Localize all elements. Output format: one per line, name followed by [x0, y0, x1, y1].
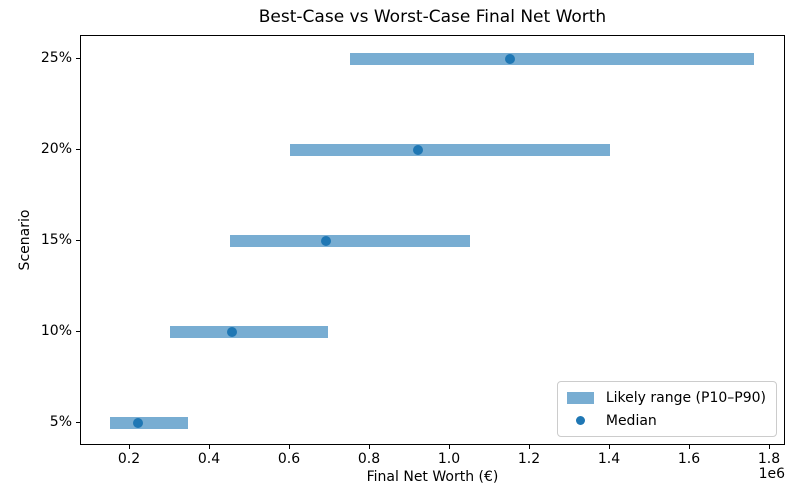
y-tick-mark: [76, 240, 80, 241]
x-tick-label: 1.8: [757, 451, 781, 467]
median-dot: [505, 53, 515, 64]
x-tick-label: 1.2: [517, 451, 541, 467]
x-tick-mark: [209, 445, 210, 449]
x-tick-label: 0.6: [277, 451, 301, 467]
median-dot: [413, 144, 423, 155]
x-tick-label: 1.4: [597, 451, 621, 467]
median-dot-swatch-icon: [575, 416, 585, 425]
y-tick-label: 25%: [40, 49, 72, 66]
range-bar: [350, 52, 754, 65]
range-bar: [230, 235, 470, 247]
median-dot: [133, 418, 143, 429]
x-tick-mark: [449, 445, 450, 449]
y-tick-label: 5%: [49, 414, 72, 431]
x-tick-mark: [529, 445, 530, 449]
range-bar: [110, 417, 188, 430]
range-bar: [290, 143, 610, 156]
plot-area: Likely range (P10–P90) Median: [80, 35, 785, 445]
x-tick-label: 0.2: [117, 451, 141, 467]
x-tick-label: 0.4: [197, 451, 221, 467]
range-bar-swatch-icon: [566, 391, 594, 404]
legend-label-range: Likely range (P10–P90): [605, 389, 766, 406]
x-tick-mark: [609, 445, 610, 449]
chart-title: Best-Case vs Worst-Case Final Net Worth: [258, 7, 607, 27]
y-axis-title: Scenario: [17, 209, 33, 271]
median-dot: [227, 327, 237, 338]
legend-item-median: Median: [567, 411, 766, 430]
median-dot-swatch-wrap: [567, 416, 594, 425]
x-tick-label: 1.0: [437, 451, 461, 467]
x-tick-label: 1.6: [677, 451, 701, 467]
median-dot: [321, 236, 331, 246]
x-tick-label: 0.8: [357, 451, 381, 467]
x-tick-mark: [129, 445, 130, 449]
x-axis-title: Final Net Worth (€): [366, 469, 499, 485]
y-tick-mark: [76, 422, 80, 424]
y-tick-mark: [76, 148, 80, 150]
y-tick-label: 15%: [40, 232, 72, 248]
y-tick-mark: [76, 331, 80, 333]
legend-item-range: Likely range (P10–P90): [566, 388, 766, 407]
range-bar: [170, 326, 328, 339]
x-tick-mark: [369, 445, 370, 449]
legend-label-median: Median: [605, 412, 657, 429]
x-tick-mark: [769, 445, 770, 449]
y-tick-label: 10%: [40, 323, 72, 340]
x-axis-offset-label: 1e6: [758, 466, 785, 482]
legend: Likely range (P10–P90) Median: [556, 381, 777, 437]
x-tick-mark: [289, 445, 290, 449]
y-tick-label: 20%: [40, 140, 72, 157]
x-tick-mark: [689, 445, 690, 449]
y-tick-mark: [76, 57, 80, 59]
